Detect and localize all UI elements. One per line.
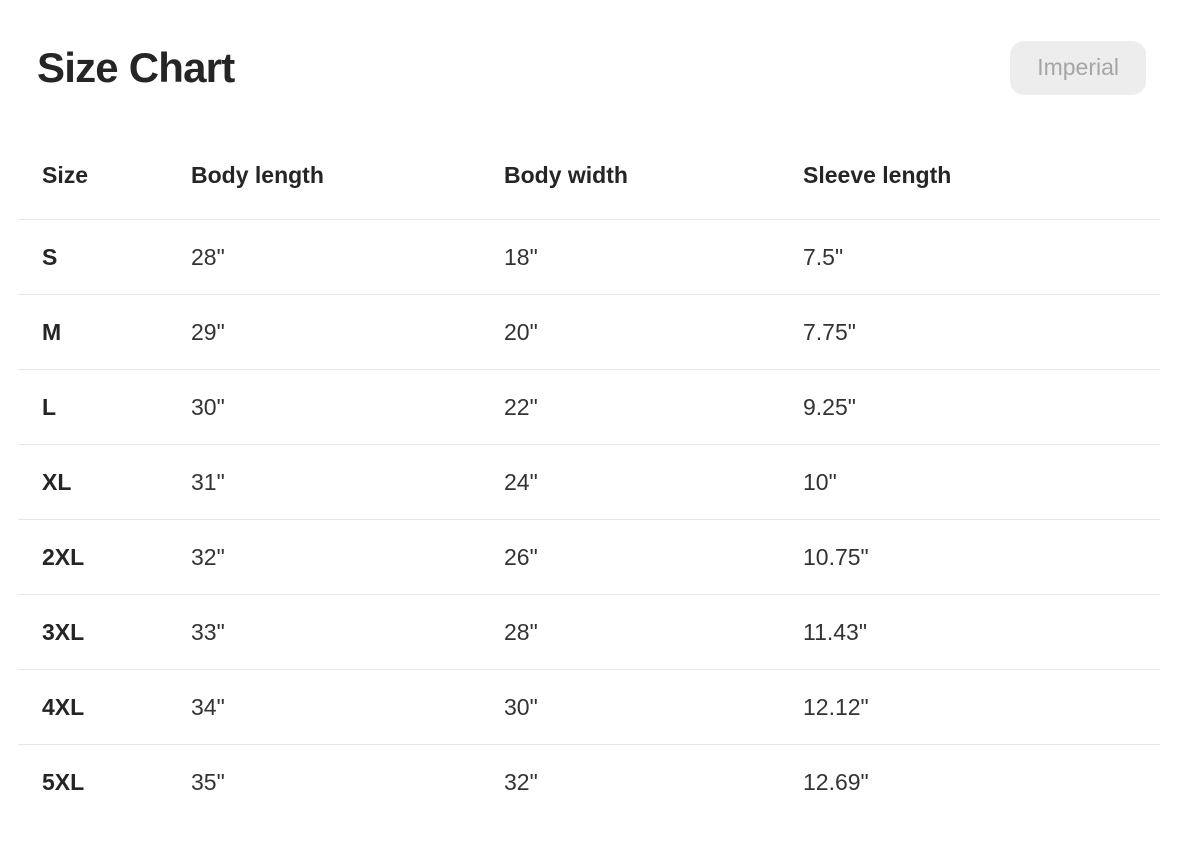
table-row: 5XL 35" 32" 12.69" (18, 745, 1160, 819)
body-width-cell: 18" (504, 243, 538, 270)
table-row: XL 31" 24" 10" (18, 445, 1160, 520)
table-row: 2XL 32" 26" 10.75" (18, 520, 1160, 595)
size-cell: 2XL (42, 543, 85, 570)
table-row: M 29" 20" 7.75" (18, 295, 1160, 370)
body-width-cell: 30" (504, 693, 538, 720)
body-length-cell: 31" (191, 468, 225, 495)
column-header-sleeve-length: Sleeve length (803, 161, 952, 188)
size-chart-table: Size Body length Body width Sleeve lengt… (18, 131, 1160, 819)
body-length-cell: 29" (191, 318, 225, 345)
sleeve-length-cell: 9.25" (803, 393, 856, 420)
sleeve-length-cell: 12.69" (803, 768, 869, 795)
body-width-cell: 24" (504, 468, 538, 495)
body-length-cell: 28" (191, 243, 225, 270)
size-cell: M (42, 318, 62, 345)
table-row: 4XL 34" 30" 12.12" (18, 670, 1160, 745)
column-header-size: Size (42, 161, 89, 188)
size-cell: L (42, 393, 57, 420)
body-length-cell: 35" (191, 768, 225, 795)
sleeve-length-cell: 7.75" (803, 318, 856, 345)
size-cell: XL (42, 468, 72, 495)
table-header-row: Size Body length Body width Sleeve lengt… (18, 131, 1160, 220)
table-row: L 30" 22" 9.25" (18, 370, 1160, 445)
size-cell: 3XL (42, 618, 85, 645)
size-cell: 4XL (42, 693, 85, 720)
sleeve-length-cell: 10.75" (803, 543, 869, 570)
column-header-body-width: Body width (504, 161, 628, 188)
body-width-cell: 32" (504, 768, 538, 795)
body-width-cell: 28" (504, 618, 538, 645)
body-width-cell: 26" (504, 543, 538, 570)
size-cell: 5XL (42, 768, 85, 795)
sleeve-length-cell: 12.12" (803, 693, 869, 720)
body-length-cell: 33" (191, 618, 225, 645)
table-row: S 28" 18" 7.5" (18, 220, 1160, 295)
sleeve-length-cell: 10" (803, 468, 837, 495)
body-width-cell: 22" (504, 393, 538, 420)
body-width-cell: 20" (504, 318, 538, 345)
column-header-body-length: Body length (191, 161, 324, 188)
size-cell: S (42, 243, 58, 270)
unit-toggle-button[interactable]: Imperial (1010, 41, 1146, 95)
body-length-cell: 30" (191, 393, 225, 420)
page-title: Size Chart (37, 44, 235, 91)
body-length-cell: 34" (191, 693, 225, 720)
sleeve-length-cell: 11.43" (803, 618, 868, 645)
table-row: 3XL 33" 28" 11.43" (18, 595, 1160, 670)
close-icon[interactable]: ✕ (1147, 0, 1170, 7)
sleeve-length-cell: 7.5" (803, 243, 844, 270)
panel-header: Size Chart Imperial (0, 0, 1178, 96)
body-length-cell: 32" (191, 543, 225, 570)
